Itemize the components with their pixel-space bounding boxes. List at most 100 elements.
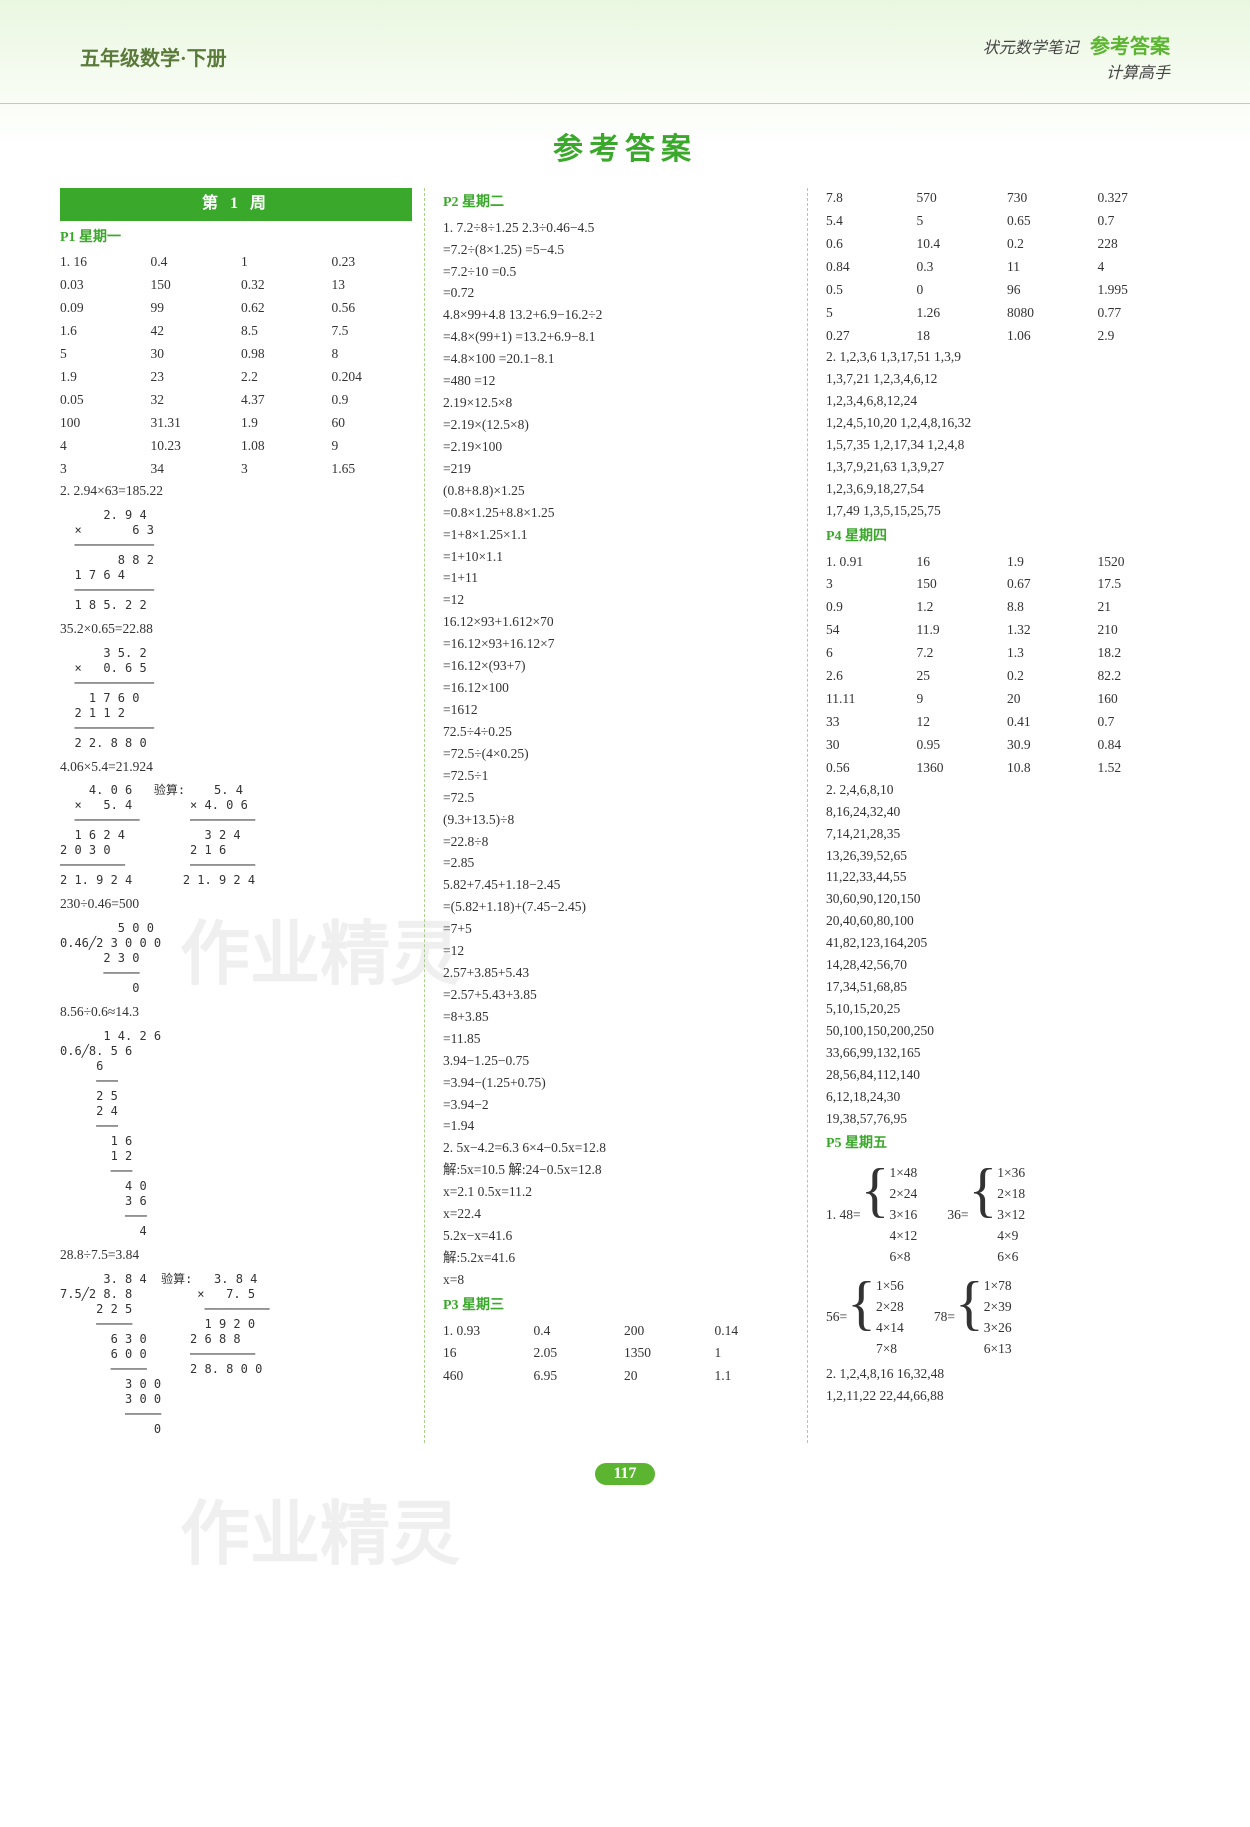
p3-grid: 1. 0.930.42000.14162.05135014606.95201.1 bbox=[443, 1321, 795, 1388]
line: =2.85 bbox=[443, 853, 795, 874]
cell: 210 bbox=[1098, 620, 1179, 641]
p2-q2-lines: 2. 5x−4.2=6.3 6×4−0.5x=12.8 解:5x=10.5 解:… bbox=[443, 1138, 795, 1290]
line: 50,100,150,200,250 bbox=[826, 1021, 1178, 1042]
line: =1+8×1.25×1.1 bbox=[443, 525, 795, 546]
brace-item: 4×12 bbox=[889, 1226, 917, 1247]
line: =0.72 bbox=[443, 283, 795, 304]
brace-label: 56= bbox=[826, 1307, 847, 1328]
line: 1,2,11,22 22,44,66,88 bbox=[826, 1386, 1178, 1407]
brace-item: 2×39 bbox=[984, 1297, 1012, 1318]
brace-icon: { bbox=[861, 1163, 890, 1268]
cell: 1520 bbox=[1098, 552, 1179, 573]
cell: 18.2 bbox=[1098, 643, 1179, 664]
line: 2.57+3.85+5.43 bbox=[443, 963, 795, 984]
brace-item: 1×78 bbox=[984, 1276, 1012, 1297]
cell: 1.06 bbox=[1007, 326, 1088, 347]
header-left: 五年级数学·下册 bbox=[80, 42, 227, 71]
cell: 3 bbox=[60, 459, 141, 480]
line: 13,26,39,52,65 bbox=[826, 846, 1178, 867]
cell: 0.84 bbox=[1098, 735, 1179, 756]
cell: 7.5 bbox=[332, 321, 413, 342]
cell: 11 bbox=[1007, 257, 1088, 278]
cell: 17.5 bbox=[1098, 574, 1179, 595]
p5-row2: 56={1×562×284×147×8 78={1×782×393×266×13 bbox=[826, 1272, 1178, 1364]
cell: 1350 bbox=[624, 1343, 705, 1364]
cell: 9 bbox=[332, 436, 413, 457]
p3-q2-lines: 2. 1,2,3,6 1,3,17,51 1,3,9 1,3,7,21 1,2,… bbox=[826, 347, 1178, 521]
line: 5.2x−x=41.6 bbox=[443, 1226, 795, 1247]
line: =7+5 bbox=[443, 919, 795, 940]
brace-set-36: 36={1×362×183×124×96×6 bbox=[947, 1163, 1025, 1268]
calc-block: 5 0 0 0.46╱2 3 0 0 0 2 3 0 ───── 0 bbox=[60, 921, 412, 996]
cell: 5.4 bbox=[826, 211, 907, 232]
cell: 25 bbox=[917, 666, 998, 687]
cell: 0.27 bbox=[826, 326, 907, 347]
cell: 160 bbox=[1098, 689, 1179, 710]
brace-item: 3×26 bbox=[984, 1318, 1012, 1339]
header-sub1: 状元数学笔记 bbox=[983, 40, 1079, 57]
cell: 11.11 bbox=[826, 689, 907, 710]
brace-items: 1×482×243×164×126×8 bbox=[889, 1163, 917, 1268]
calc-block: 4. 0 6 验算: 5. 4 × 5. 4 × 4. 0 6 ────────… bbox=[60, 783, 412, 888]
cell: 5 bbox=[826, 303, 907, 324]
line: 2. 2,4,6,8,10 bbox=[826, 780, 1178, 801]
line: =4.8×100 =20.1−8.1 bbox=[443, 349, 795, 370]
cell: 1.995 bbox=[1098, 280, 1179, 301]
cell: 20 bbox=[1007, 689, 1088, 710]
line: =7.2÷10 =0.5 bbox=[443, 262, 795, 283]
line: 7,14,21,28,35 bbox=[826, 824, 1178, 845]
cell: 0.67 bbox=[1007, 574, 1088, 595]
cell: 4 bbox=[1098, 257, 1179, 278]
line: 2. 1,2,4,8,16 16,32,48 bbox=[826, 1364, 1178, 1385]
p1-q1-grid: 1. 160.410.230.031500.32130.09990.620.56… bbox=[60, 252, 412, 479]
line: 20,40,60,80,100 bbox=[826, 911, 1178, 932]
cell: 0.41 bbox=[1007, 712, 1088, 733]
cell: 1. 16 bbox=[60, 252, 141, 273]
cell: 0.9 bbox=[332, 390, 413, 411]
line: 2. 5x−4.2=6.3 6×4−0.5x=12.8 bbox=[443, 1138, 795, 1159]
cell: 10.8 bbox=[1007, 758, 1088, 779]
cell: 0.5 bbox=[826, 280, 907, 301]
line: 1,5,7,35 1,2,17,34 1,2,4,8 bbox=[826, 435, 1178, 456]
cell: 99 bbox=[151, 298, 232, 319]
cell: 18 bbox=[917, 326, 998, 347]
brace-item: 1×48 bbox=[889, 1163, 917, 1184]
line: =219 bbox=[443, 459, 795, 480]
line: (9.3+13.5)÷8 bbox=[443, 810, 795, 831]
cell: 0.23 bbox=[332, 252, 413, 273]
cell: 4 bbox=[60, 436, 141, 457]
cell: 5 bbox=[917, 211, 998, 232]
main-title: 参考答案 bbox=[0, 124, 1250, 168]
line: 72.5÷4÷0.25 bbox=[443, 722, 795, 743]
cell: 0.7 bbox=[1098, 712, 1179, 733]
line: =2.19×100 bbox=[443, 437, 795, 458]
line: =72.5 bbox=[443, 788, 795, 809]
line: 41,82,123,164,205 bbox=[826, 933, 1178, 954]
line: 17,34,51,68,85 bbox=[826, 977, 1178, 998]
cell: 31.31 bbox=[151, 413, 232, 434]
cell: 0.32 bbox=[241, 275, 322, 296]
brace-item: 1×36 bbox=[997, 1163, 1025, 1184]
p5-title: P5 星期五 bbox=[826, 1133, 1178, 1155]
cell: 1.65 bbox=[332, 459, 413, 480]
cell: 0.09 bbox=[60, 298, 141, 319]
p1-title: P1 星期一 bbox=[60, 227, 412, 249]
header-sub2: 计算高手 bbox=[1106, 65, 1170, 82]
cell: 30 bbox=[826, 735, 907, 756]
content-wrapper: 作业精灵 作业精灵 第 1 周 P1 星期一 1. 160.410.230.03… bbox=[0, 178, 1250, 1443]
cell: 2.2 bbox=[241, 367, 322, 388]
brace-item: 6×13 bbox=[984, 1339, 1012, 1360]
cell: 16 bbox=[917, 552, 998, 573]
brace-item: 2×28 bbox=[876, 1297, 904, 1318]
cell: 1.08 bbox=[241, 436, 322, 457]
cell: 200 bbox=[624, 1321, 705, 1342]
brace-item: 3×12 bbox=[997, 1205, 1025, 1226]
brace-set-56: 56={1×562×284×147×8 bbox=[826, 1276, 904, 1360]
cell: 30 bbox=[151, 344, 232, 365]
page-number: 117 bbox=[595, 1463, 655, 1485]
cell: 0.56 bbox=[332, 298, 413, 319]
cell: 1.9 bbox=[241, 413, 322, 434]
line: =1+11 bbox=[443, 568, 795, 589]
line: 1. 7.2÷8÷1.25 2.3÷0.46−4.5 bbox=[443, 218, 795, 239]
cell: 100 bbox=[60, 413, 141, 434]
